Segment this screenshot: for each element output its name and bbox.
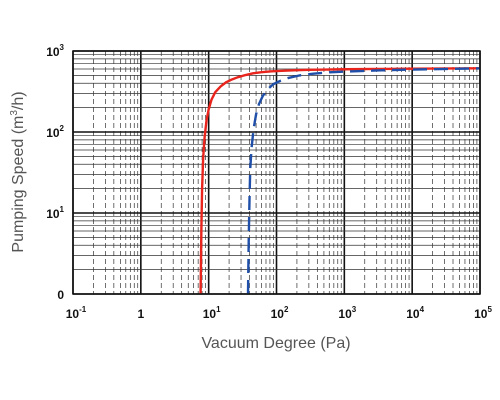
x-tick-label: 1 — [137, 307, 144, 321]
x-tick-label: 10-1 — [66, 305, 87, 321]
x-tick-label: 103 — [338, 305, 356, 321]
series-line-1 — [199, 67, 481, 295]
series-layer — [199, 67, 481, 295]
x-tick-label: 104 — [406, 305, 424, 321]
grid — [72, 50, 481, 295]
plot-frame — [72, 50, 481, 295]
x-axis-title: Vacuum Degree (Pa) — [201, 335, 350, 352]
y-tick-label: 0 — [57, 288, 64, 302]
y-axis-title-main: Pumping Speed (m — [10, 116, 27, 253]
x-tick-label: 101 — [203, 305, 221, 321]
x-tick-labels: 10-1 1 101 102 103 104 105 — [66, 305, 493, 321]
x-tick-label: 102 — [271, 305, 289, 321]
y-axis-title-sup: 3 — [9, 110, 20, 116]
x-tick-label: 105 — [474, 305, 492, 321]
series-line-2 — [246, 67, 481, 295]
y-tick-label: 101 — [46, 205, 64, 221]
y-axis-title-tail: /h) — [10, 91, 27, 110]
y-tick-label: 102 — [46, 124, 64, 140]
y-tick-labels: 0 101 102 103 — [46, 43, 64, 302]
y-tick-label: 103 — [46, 43, 64, 59]
y-axis-title: Pumping Speed (m3/h) — [9, 91, 27, 252]
